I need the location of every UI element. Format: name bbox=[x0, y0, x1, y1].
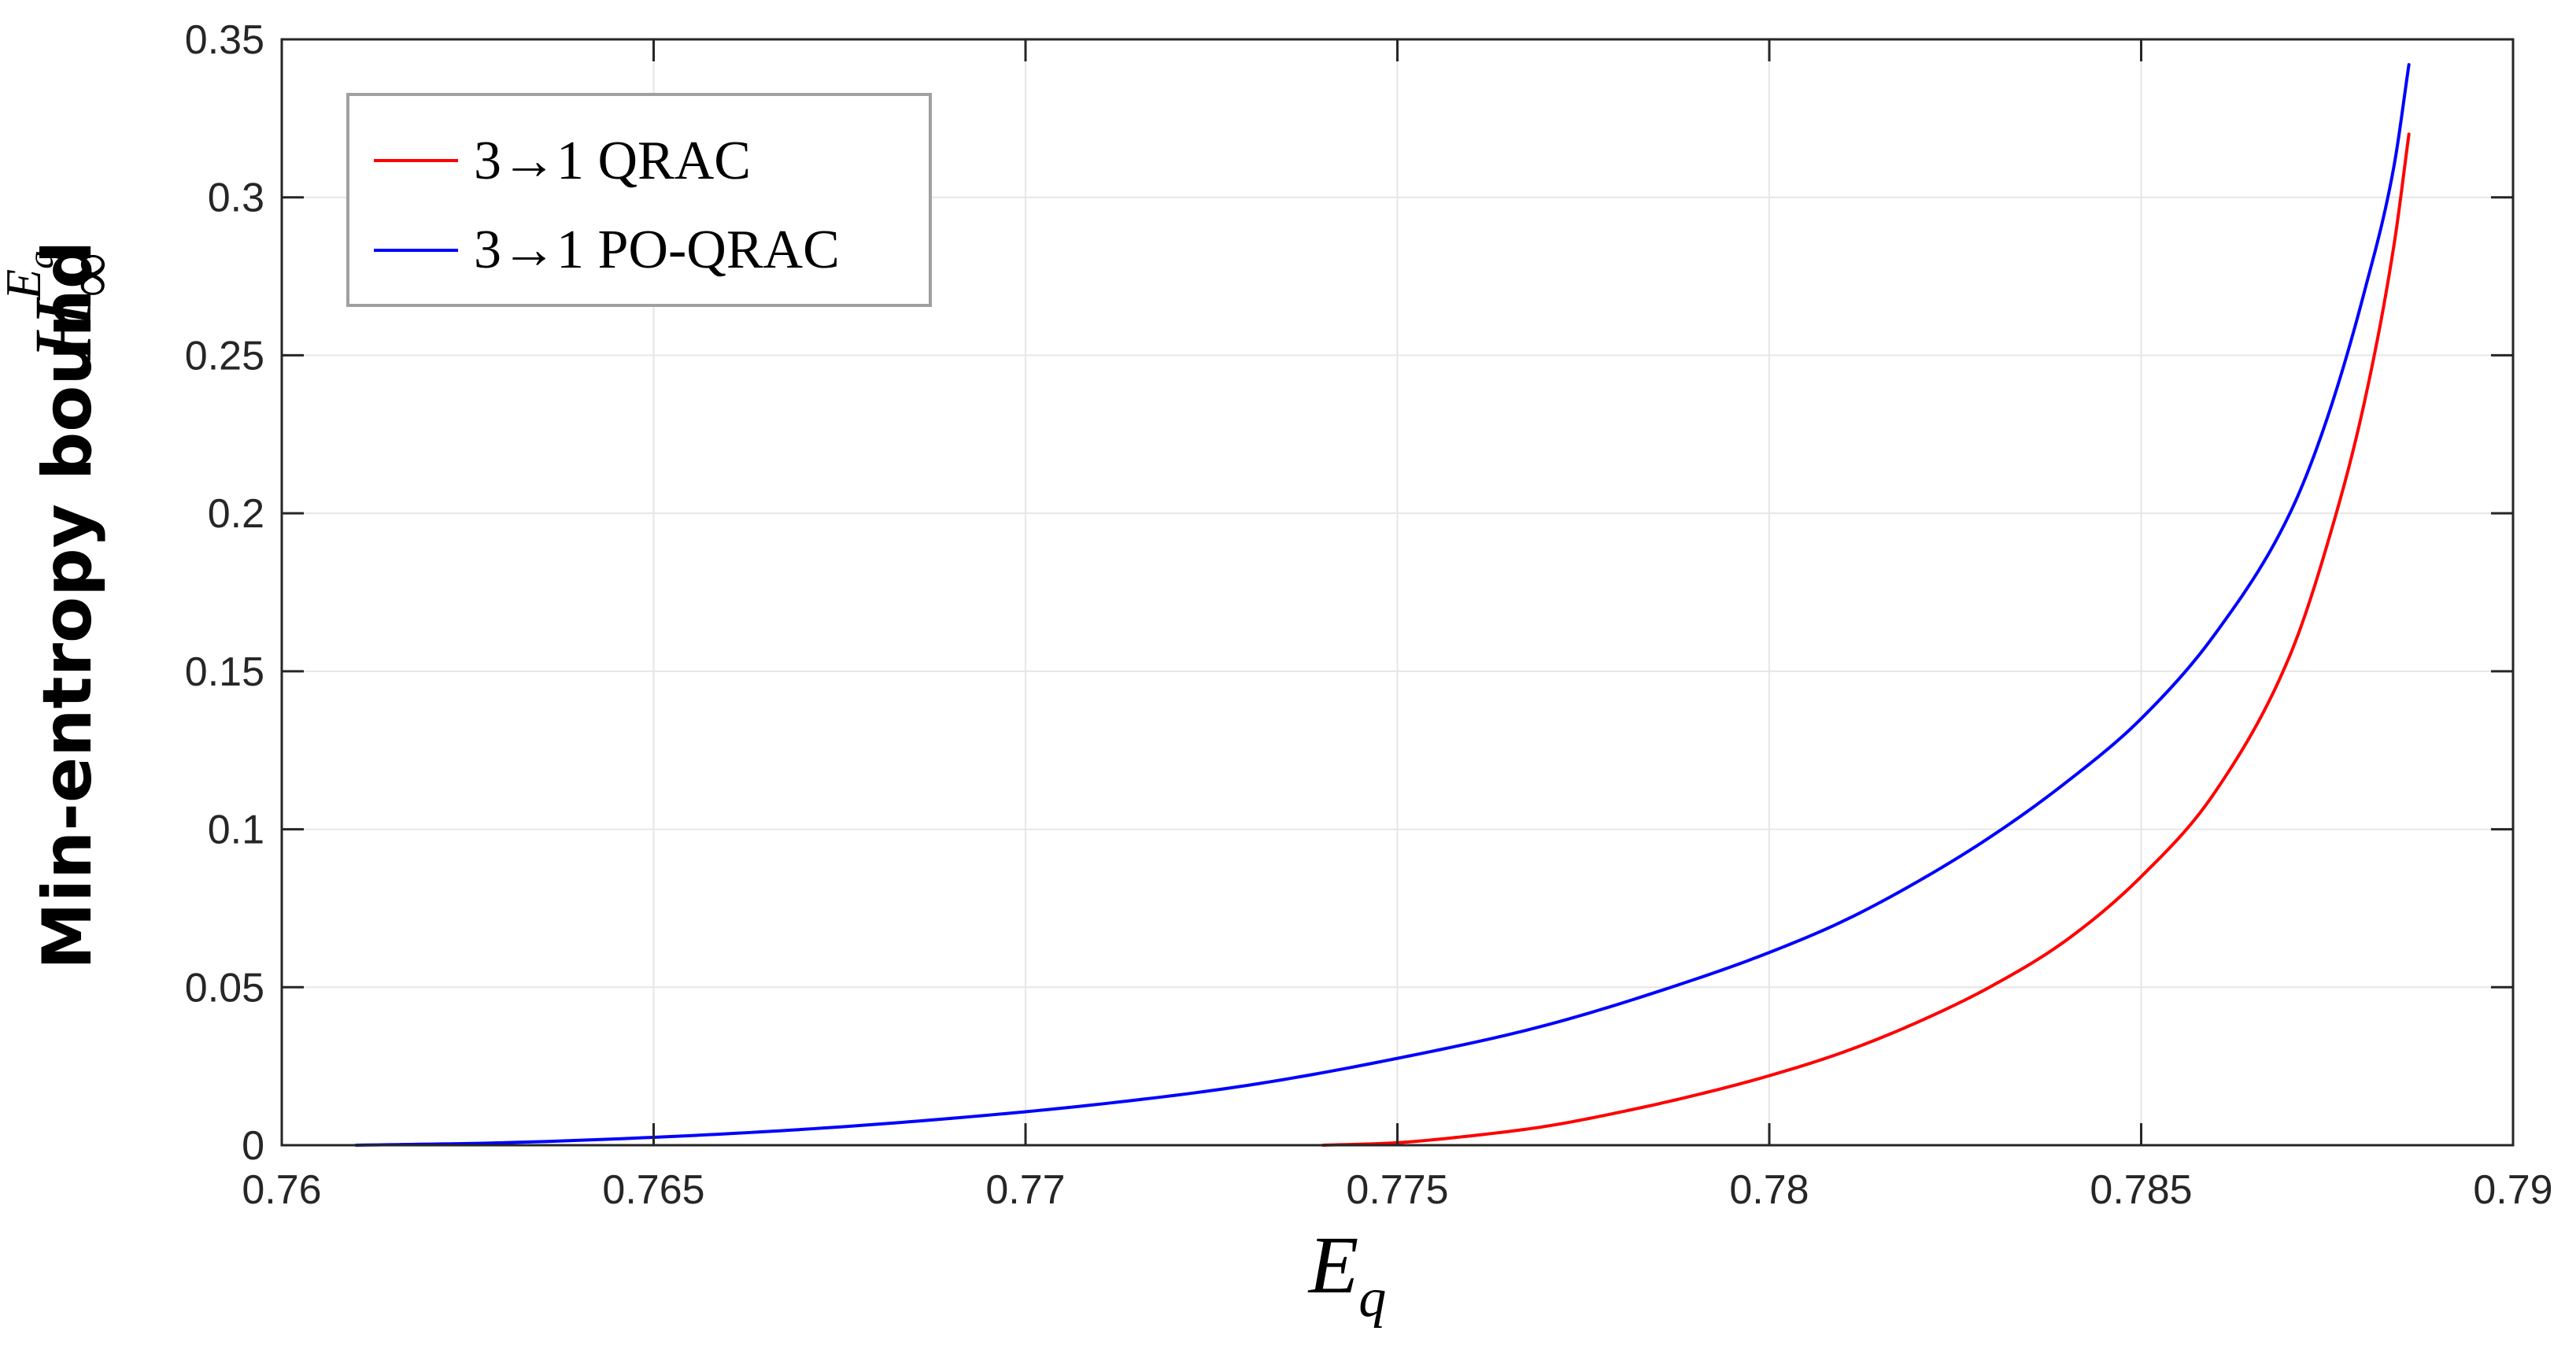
x-axis-label-subscript: q bbox=[1358, 1268, 1386, 1329]
legend-label-qrac: 3→1 QRAC bbox=[474, 131, 751, 191]
x-axis-label: Eq bbox=[1307, 1220, 1387, 1329]
y-tick-label: 0 bbox=[242, 1123, 264, 1169]
x-tick-label: 0.77 bbox=[985, 1167, 1065, 1213]
y-tick-label: 0.05 bbox=[185, 965, 264, 1011]
legend-box bbox=[346, 93, 932, 307]
y-axis-label: Min-entropy bound H∞Eq bbox=[0, 241, 125, 970]
ticks bbox=[280, 38, 2515, 1147]
x-tick-label: 0.785 bbox=[2090, 1167, 2192, 1213]
x-tick-label: 0.76 bbox=[242, 1167, 321, 1213]
series-group bbox=[354, 63, 2411, 1147]
y-tick-label: 0.35 bbox=[185, 17, 264, 63]
x-tick-label: 0.78 bbox=[1729, 1167, 1809, 1213]
x-tick-labels: 0.76 0.765 0.77 0.775 0.78 0.785 0.79 bbox=[242, 1167, 2552, 1213]
y-tick-label: 0.2 bbox=[208, 491, 264, 537]
y-axis-label-math-superscript: E bbox=[0, 269, 51, 301]
y-tick-labels: 0 0.05 0.1 0.15 0.2 0.25 0.3 0.35 bbox=[185, 17, 264, 1169]
x-tick-label: 0.79 bbox=[2473, 1167, 2552, 1213]
x-axis-label-base: E bbox=[1307, 1220, 1359, 1310]
y-axis-label-text: Min-entropy bound bbox=[28, 241, 107, 970]
legend: 3→1 QRAC 3→1 PO-QRAC bbox=[346, 93, 932, 307]
series-line-po-qrac bbox=[354, 63, 2411, 1147]
x-tick-label: 0.775 bbox=[1346, 1167, 1448, 1213]
y-axis-label-math-base: H bbox=[18, 297, 109, 361]
y-axis-label-math-subscript: ∞ bbox=[56, 253, 125, 298]
y-axis-label-math: H∞Eq bbox=[0, 251, 125, 361]
y-tick-label: 0.15 bbox=[185, 649, 264, 695]
y-tick-label: 0.3 bbox=[208, 176, 264, 221]
y-axis-label-math-superscript-sub: q bbox=[20, 251, 61, 269]
y-tick-label: 0.1 bbox=[208, 808, 264, 853]
x-tick-label: 0.765 bbox=[602, 1167, 704, 1213]
legend-label-po-qrac: 3→1 PO-QRAC bbox=[474, 220, 840, 280]
y-tick-label: 0.25 bbox=[185, 333, 264, 379]
series-line-qrac bbox=[1321, 132, 2411, 1147]
